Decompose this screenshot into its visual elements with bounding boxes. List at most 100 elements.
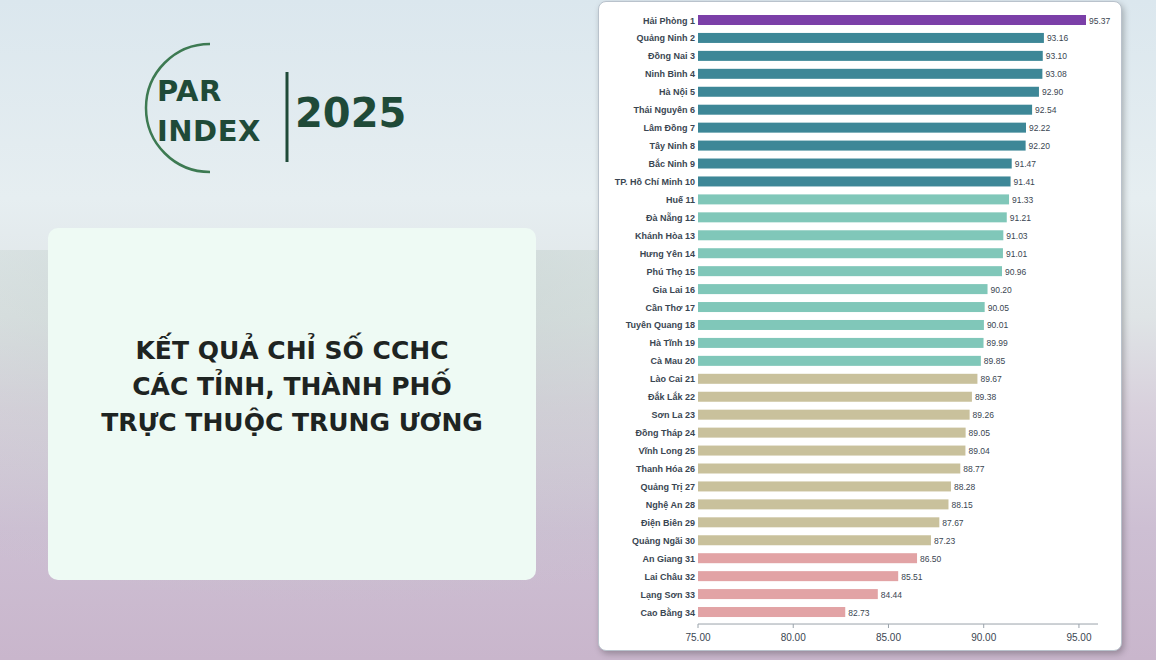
data-label: 90.05 [988, 303, 1010, 313]
category-label: Khánh Hòa 13 [635, 231, 695, 241]
category-label: Gia Lai 16 [652, 285, 695, 295]
data-label: 90.20 [991, 285, 1013, 295]
bar [698, 15, 1086, 25]
data-label: 90.96 [1005, 267, 1027, 277]
bar [698, 248, 1003, 258]
bar [698, 356, 981, 366]
data-label: 93.08 [1045, 69, 1067, 79]
category-label: Nghệ An 28 [646, 500, 695, 510]
bar [698, 589, 878, 599]
data-label: 92.22 [1029, 123, 1051, 133]
x-tick [1078, 624, 1079, 628]
bar [698, 535, 931, 545]
bar [698, 464, 960, 474]
data-label: 91.41 [1014, 177, 1036, 187]
logo-word: INDEX [157, 114, 261, 148]
data-label: 92.54 [1035, 105, 1057, 115]
bar [698, 284, 988, 294]
bar [698, 374, 977, 384]
x-tick [698, 624, 699, 628]
x-tick [983, 624, 984, 628]
bar [698, 607, 845, 617]
chart: Hải Phòng 1 Quảng Ninh 2 Đồng Nai 3 Ninh Bì… [599, 2, 1121, 650]
category-label: Lào Cai 21 [650, 374, 695, 384]
data-label: 95.37 [1089, 16, 1111, 26]
data-label: 93.16 [1047, 33, 1069, 43]
data-label: 91.01 [1006, 249, 1028, 259]
data-label: 88.77 [963, 464, 985, 474]
data-label: 89.05 [969, 428, 991, 438]
data-label: 88.15 [951, 500, 973, 510]
bar [698, 338, 984, 348]
bar [698, 230, 1003, 240]
bar [698, 428, 966, 438]
bar [698, 517, 939, 527]
category-label: Huế 11 [666, 195, 695, 205]
category-label: Lai Châu 32 [644, 572, 695, 582]
title: KẾT QUẢ CHỈ SỐ CCHC CÁC TỈNH, THÀNH PHỐ … [48, 333, 536, 441]
data-label: 89.04 [968, 446, 990, 456]
logo-year: 2025 [295, 90, 406, 136]
bar [698, 499, 948, 509]
category-label: Đồng Nai 3 [648, 51, 695, 61]
data-label: 87.67 [942, 518, 964, 528]
data-label: 93.10 [1046, 51, 1068, 61]
category-label: Tuyên Quang 18 [626, 320, 695, 330]
bar [698, 553, 917, 563]
bar [698, 105, 1032, 115]
bar [698, 212, 1007, 222]
category-label: Lâm Đồng 7 [643, 123, 695, 133]
bar [698, 176, 1011, 186]
data-label: 91.03 [1006, 231, 1028, 241]
logo: PAR INDEX 2025 [140, 40, 440, 180]
category-label: Tây Ninh 8 [649, 141, 695, 151]
x-tick-label: 95.00 [1066, 632, 1091, 643]
logo-divider [286, 72, 289, 162]
data-label: 85.51 [901, 572, 923, 582]
bar [698, 87, 1039, 97]
category-label: Hưng Yên 14 [640, 249, 695, 259]
category-label: Đà Nẵng 12 [646, 212, 695, 223]
bar [698, 159, 1012, 169]
category-label: Cần Thơ 17 [646, 303, 695, 313]
bar [698, 410, 970, 420]
category-label: Cao Bằng 34 [640, 607, 695, 618]
bar [698, 481, 951, 491]
category-label: Vĩnh Long 25 [638, 446, 695, 456]
data-label: 89.67 [980, 374, 1002, 384]
data-label: 82.73 [848, 608, 870, 618]
bar [698, 194, 1009, 204]
data-label: 92.20 [1029, 141, 1051, 151]
category-label: TP. Hồ Chí Minh 10 [615, 177, 695, 187]
bar [698, 320, 984, 330]
category-label: Sơn La 23 [652, 410, 695, 420]
category-label: Cà Mau 20 [650, 356, 695, 366]
category-label: Hải Phòng 1 [643, 16, 695, 26]
x-tick-label: 75.00 [685, 632, 710, 643]
data-label: 89.26 [973, 410, 995, 420]
bar [698, 392, 972, 402]
x-tick-label: 85.00 [876, 632, 901, 643]
category-label: Quảng Ninh 2 [637, 33, 696, 43]
bar [698, 69, 1042, 79]
data-label: 90.01 [987, 320, 1009, 330]
category-label: Quảng Ngãi 30 [632, 536, 695, 546]
data-label: 84.44 [881, 590, 903, 600]
category-label: Thanh Hóa 26 [636, 464, 695, 474]
logo-word: PAR [157, 74, 222, 108]
bar [698, 571, 898, 581]
category-label: Lạng Sơn 33 [641, 590, 695, 600]
category-label: Ninh Bình 4 [645, 69, 695, 79]
category-label: Quảng Trị 27 [640, 482, 695, 492]
data-label: 89.85 [984, 356, 1006, 366]
x-axis [698, 624, 1098, 625]
data-label: 91.47 [1015, 159, 1037, 169]
category-label: Hà Nội 5 [659, 87, 695, 97]
title-box: KẾT QUẢ CHỈ SỐ CCHC CÁC TỈNH, THÀNH PHỐ … [48, 228, 536, 580]
bars [698, 15, 1086, 617]
category-label: Hà Tĩnh 19 [649, 338, 695, 348]
bar [698, 141, 1026, 151]
x-tick [888, 624, 889, 628]
category-label: An Giang 31 [642, 554, 695, 564]
bar [698, 302, 985, 312]
